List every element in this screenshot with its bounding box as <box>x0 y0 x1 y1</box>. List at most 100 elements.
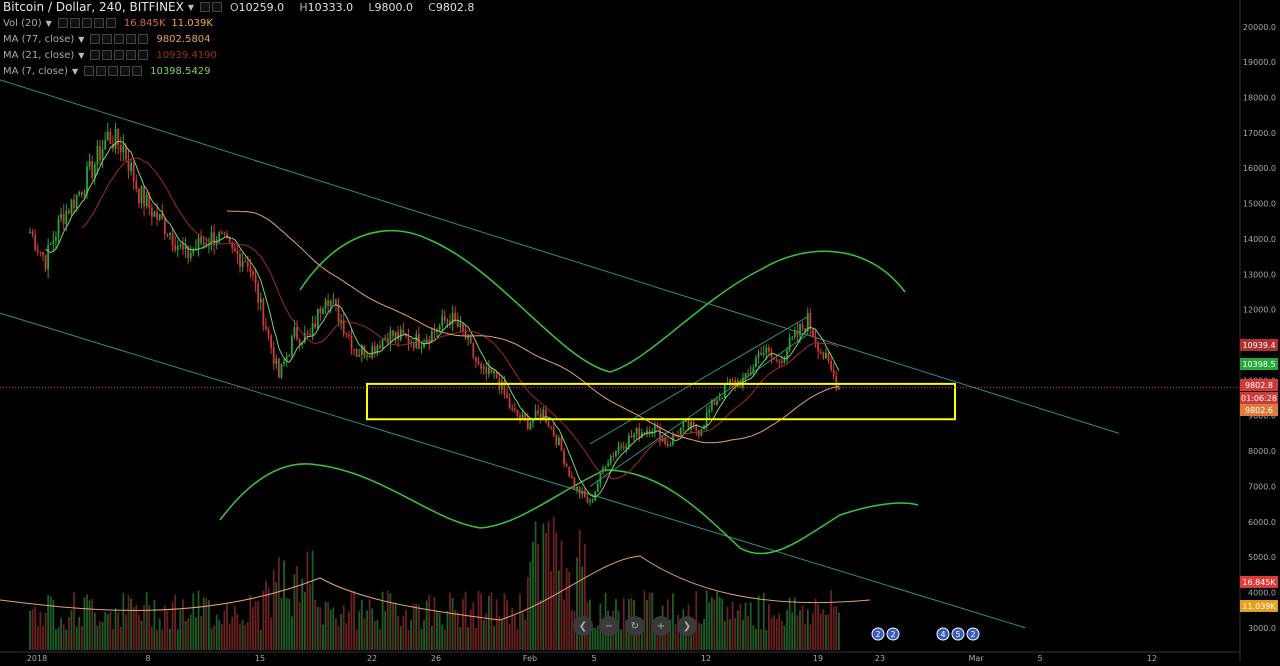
volume-bar <box>347 611 350 650</box>
volume-bar <box>557 570 560 650</box>
close-icon[interactable] <box>132 66 143 76</box>
indicator-ma21[interactable]: MA (21, close) ▼ 10939.4190 <box>3 48 217 62</box>
volume-bar <box>288 598 291 650</box>
volume-bar <box>67 616 70 650</box>
hide-icon[interactable] <box>69 18 80 28</box>
volume-bar <box>648 592 651 650</box>
chevron-down-icon[interactable]: ▼ <box>187 2 194 12</box>
settings-icon[interactable] <box>114 50 125 60</box>
volume-bar <box>749 602 752 650</box>
volume-bar <box>319 607 322 650</box>
candle <box>425 339 428 344</box>
candle <box>249 266 252 272</box>
hide-icon[interactable] <box>102 34 113 44</box>
chevron-down-icon[interactable]: ▼ <box>78 34 85 44</box>
settings-icon[interactable] <box>108 66 119 76</box>
candle <box>809 313 812 329</box>
candle <box>765 347 768 353</box>
reset-icon[interactable]: ↻ <box>625 616 645 636</box>
volume-bar <box>462 599 464 650</box>
indicator-label[interactable]: Vol (20) <box>3 17 42 29</box>
candle <box>31 232 34 236</box>
hide-icon[interactable] <box>212 2 222 12</box>
indicator-label[interactable]: MA (77, close) <box>3 33 75 45</box>
volume-bar <box>169 628 171 650</box>
zoom-out-icon[interactable]: − <box>599 616 619 636</box>
indicator-vol[interactable]: Vol (20) ▼ 16.845K 11.039K <box>3 16 213 30</box>
candle <box>607 462 610 467</box>
close-icon[interactable] <box>138 50 149 60</box>
candle <box>508 398 511 408</box>
candle <box>519 415 521 419</box>
volume-bar <box>804 623 807 650</box>
event-marker <box>951 627 965 641</box>
candle <box>837 387 840 390</box>
candle <box>187 246 190 259</box>
help-icon[interactable] <box>90 50 101 60</box>
indicator-ma7[interactable]: MA (7, close) ▼ 10398.5429 <box>3 64 211 78</box>
candle <box>635 427 638 435</box>
more-icon[interactable] <box>93 18 104 28</box>
chevron-down-icon[interactable]: ▼ <box>45 18 52 28</box>
symbol-header[interactable]: Bitcoin / Dollar, 240, BITFINEX ▼ O10259… <box>3 0 486 14</box>
indicator-label[interactable]: MA (7, close) <box>3 65 68 77</box>
more-icon[interactable] <box>120 66 131 76</box>
close-icon[interactable] <box>138 34 149 44</box>
help-icon[interactable] <box>57 18 68 28</box>
close-icon[interactable] <box>105 18 116 28</box>
volume-bar <box>752 625 755 650</box>
chevron-down-icon[interactable]: ▼ <box>78 50 85 60</box>
hide-icon[interactable] <box>102 50 113 60</box>
candle <box>49 244 52 246</box>
candle <box>640 432 643 438</box>
zoom-in-icon[interactable]: + <box>651 616 671 636</box>
candle <box>327 300 330 307</box>
chevron-down-icon[interactable]: ▼ <box>71 66 79 76</box>
candle <box>65 210 68 225</box>
candle <box>825 352 827 359</box>
volume-bar <box>459 627 462 650</box>
more-icon[interactable] <box>126 50 137 60</box>
volume-bar <box>397 616 400 650</box>
candle <box>392 330 394 337</box>
scroll-left-icon[interactable]: ❮ <box>573 616 593 636</box>
time-tick-label: Mar <box>968 654 984 662</box>
candle <box>298 339 301 345</box>
candle <box>493 370 495 374</box>
candle <box>420 347 423 349</box>
indicator-value: 9802.5804 <box>156 33 211 45</box>
indicator-label[interactable]: MA (21, close) <box>3 49 75 61</box>
volume-bar <box>226 602 228 650</box>
candle <box>557 437 560 446</box>
volume-bar <box>360 599 363 650</box>
candle <box>687 420 690 430</box>
scroll-right-icon[interactable]: ❯ <box>677 616 697 636</box>
volume-bar <box>773 615 775 650</box>
indicator-ma77[interactable]: MA (77, close) ▼ 9802.5804 <box>3 32 211 46</box>
candle <box>277 358 280 378</box>
price-tick-label: 13000.0 <box>1243 270 1276 279</box>
more-icon[interactable] <box>126 34 137 44</box>
candle <box>835 376 838 390</box>
symbol-title[interactable]: Bitcoin / Dollar, 240, BITFINEX <box>3 0 184 14</box>
help-icon[interactable] <box>84 66 95 76</box>
candle <box>99 145 101 161</box>
candle <box>60 214 63 219</box>
volume-bar <box>306 551 309 650</box>
volume-bar <box>659 625 661 650</box>
help-icon[interactable] <box>90 34 101 44</box>
volume-bar <box>205 597 208 650</box>
candle <box>57 218 60 237</box>
volume-bar <box>117 612 120 650</box>
candle <box>529 422 532 430</box>
settings-icon[interactable] <box>81 18 92 28</box>
settings-icon[interactable] <box>114 34 125 44</box>
candle <box>817 342 820 352</box>
volume-bar <box>801 605 804 650</box>
settings-icon[interactable] <box>200 2 210 12</box>
candle <box>786 350 788 359</box>
hide-icon[interactable] <box>96 66 107 76</box>
candle <box>433 330 436 332</box>
